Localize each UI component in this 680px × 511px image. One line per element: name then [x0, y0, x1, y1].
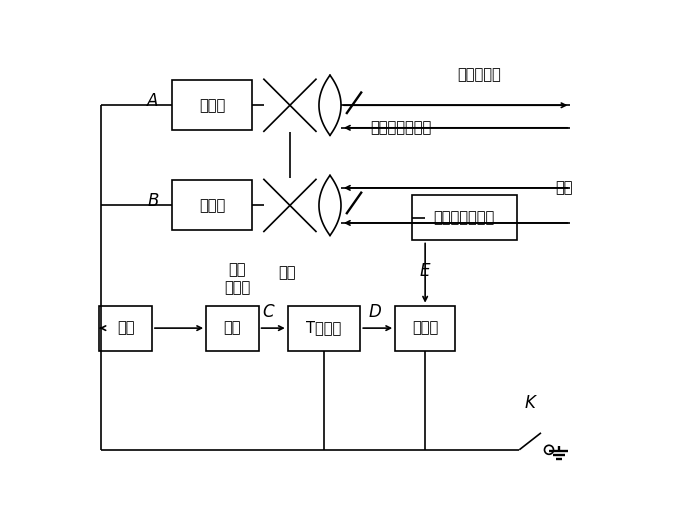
Text: 激光器: 激光器: [199, 98, 226, 113]
Bar: [206, 306, 258, 351]
Text: C: C: [262, 303, 273, 320]
Bar: [172, 180, 252, 230]
Text: B: B: [148, 193, 158, 211]
Text: 参考信号取样器: 参考信号取样器: [370, 120, 431, 135]
Text: 时钟脉冲振荡器: 时钟脉冲振荡器: [434, 211, 495, 225]
Bar: [395, 306, 455, 351]
Text: 发射激光束: 发射激光束: [458, 67, 501, 82]
Text: K: K: [525, 394, 536, 412]
Text: 计数器: 计数器: [412, 320, 438, 336]
Bar: [288, 306, 360, 351]
Text: 干涉
滤光片: 干涉 滤光片: [224, 262, 250, 295]
Text: D: D: [369, 303, 381, 320]
Text: E: E: [420, 262, 430, 280]
Text: 整形: 整形: [224, 320, 241, 336]
Text: 回波: 回波: [556, 180, 573, 195]
Bar: [411, 195, 517, 241]
Text: 光闸: 光闸: [279, 266, 296, 281]
Bar: [99, 306, 152, 351]
Text: 放大: 放大: [117, 320, 135, 336]
Bar: [172, 80, 252, 130]
Text: 探测器: 探测器: [199, 198, 226, 213]
Text: A: A: [148, 92, 158, 110]
Text: T触发器: T触发器: [307, 320, 341, 336]
